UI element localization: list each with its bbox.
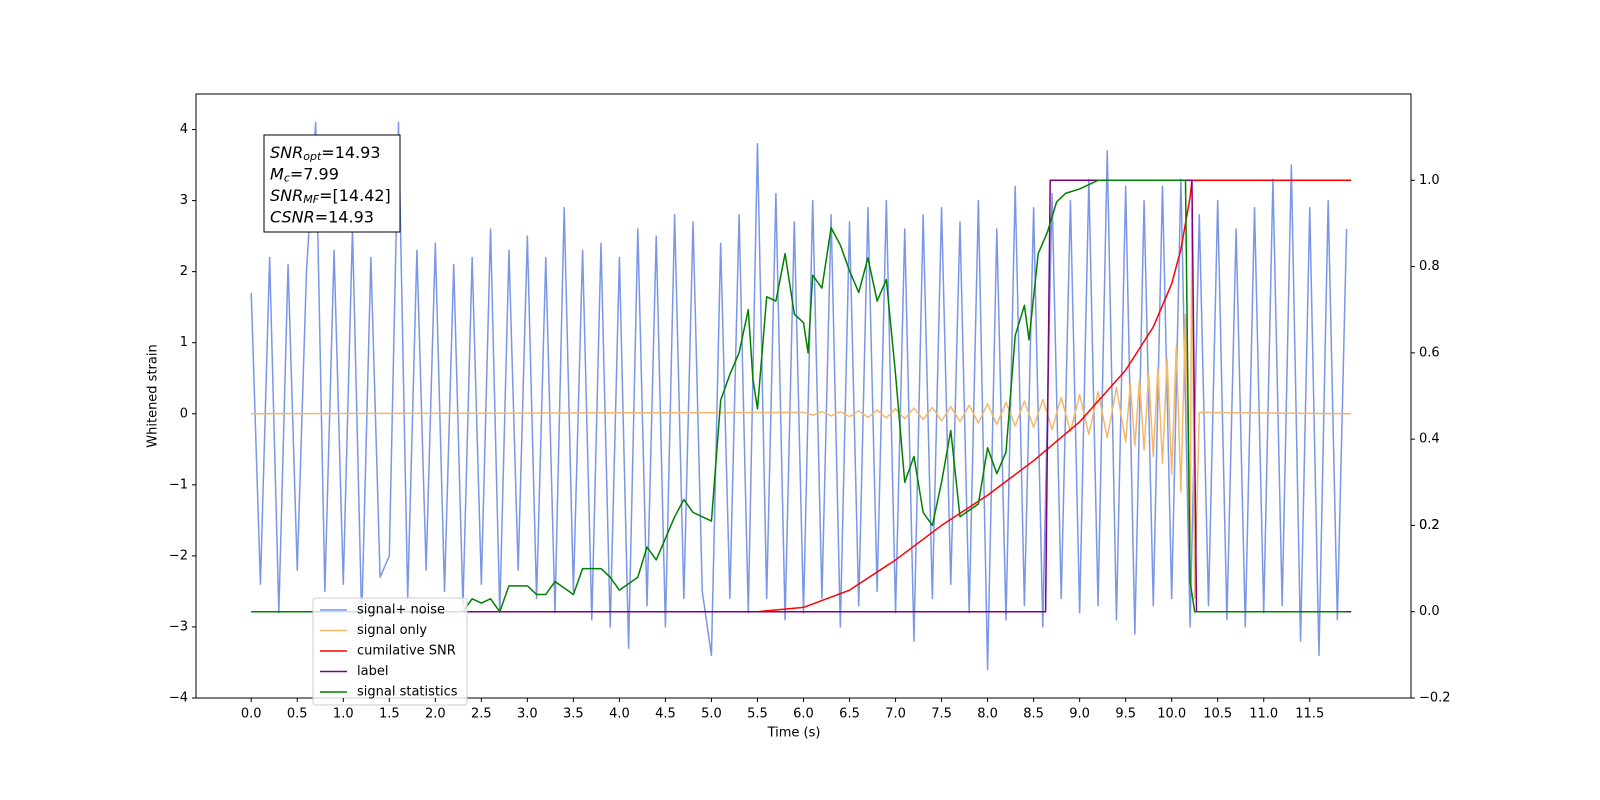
x-tick-label: 0.5	[287, 707, 308, 722]
y-tick-label: −3	[169, 619, 188, 634]
series-line	[251, 206, 1352, 600]
y2-tick-label: 0.4	[1419, 432, 1440, 447]
x-tick-label: 11.0	[1249, 707, 1278, 722]
y-tick-label: 4	[180, 122, 188, 137]
annotation-subscript: c	[284, 172, 290, 185]
x-tick-label: 10.5	[1203, 707, 1232, 722]
series-line	[250, 121, 1348, 671]
x-tick-label: 3.5	[563, 707, 584, 722]
y-tick-label: −4	[169, 691, 188, 706]
annotation-box	[263, 134, 401, 233]
x-tick-label: 4.5	[655, 707, 676, 722]
x-tick-label: 2.0	[425, 707, 446, 722]
x-tick-label: 9.5	[1115, 707, 1136, 722]
y-tick-label: 3	[180, 193, 188, 208]
x-tick-label: 11.5	[1295, 707, 1324, 722]
x-tick-label: 8.5	[1023, 707, 1044, 722]
legend-label: cumilative SNR	[357, 644, 456, 659]
legend	[312, 597, 468, 706]
annotation-line: Mc=7.99	[270, 164, 339, 185]
y-tick-label: 1	[180, 335, 188, 350]
legend-label: signal only	[357, 623, 427, 638]
y-tick-label: 0	[180, 406, 188, 421]
annotation-symbol: SNR	[270, 143, 303, 162]
x-tick-label: 1.0	[333, 707, 354, 722]
y2-tick-label: 0.8	[1419, 259, 1440, 274]
x-tick-label: 3.0	[517, 707, 538, 722]
x-axis-label: Time (s)	[767, 726, 821, 741]
annotation-symbol: CSNR	[270, 207, 315, 226]
x-tick-label: 5.5	[747, 707, 768, 722]
x-tick-label: 6.5	[839, 707, 860, 722]
x-tick-label: 1.5	[379, 707, 400, 722]
series-line	[251, 179, 1347, 613]
x-tick-label: 8.0	[977, 707, 998, 722]
annotation-symbol: M	[270, 164, 284, 183]
annotation-value: =14.93	[315, 207, 374, 226]
annotation-line: CSNR=14.93	[270, 207, 374, 226]
x-tick-label: 2.5	[471, 707, 492, 722]
x-tick-label: 5.0	[701, 707, 722, 722]
annotation-symbol: SNR	[270, 186, 303, 205]
x-tick-label: 7.0	[885, 707, 906, 722]
annotation-line: SNRopt=14.93	[270, 143, 381, 164]
y2-tick-label: 1.0	[1419, 173, 1440, 188]
annotation-subscript: opt	[303, 150, 322, 163]
annotation-value: =14.93	[321, 143, 380, 162]
x-tick-label: 10.0	[1157, 707, 1186, 722]
x-tick-label: 9.0	[1069, 707, 1090, 722]
y2-tick-label: 0.2	[1419, 518, 1440, 533]
y-tick-label: 2	[180, 264, 188, 279]
y2-tick-label: −0.2	[1419, 691, 1451, 706]
annotation-line: SNRMF=[14.42]	[270, 186, 391, 207]
legend-label: signal statistics	[357, 685, 458, 700]
x-tick-label: 0.0	[241, 707, 262, 722]
y2-tick-label: 0.0	[1419, 604, 1440, 619]
legend-label: label	[357, 664, 388, 679]
x-tick-label: 6.0	[793, 707, 814, 722]
legend-label: signal+ noise	[357, 603, 445, 618]
annotation-value: =7.99	[290, 164, 339, 183]
annotation-value: =[14.42]	[319, 186, 391, 205]
annotation-subscript: MF	[303, 193, 319, 206]
y-axis-label: Whitened strain	[146, 344, 161, 447]
y2-tick-label: 0.2	[1419, 518, 1440, 533]
y2-tick-label: 0.6	[1419, 345, 1440, 360]
y-tick-label: −1	[169, 477, 188, 492]
x-tick-label: 7.5	[931, 707, 952, 722]
x-tick-label: 4.0	[609, 707, 630, 722]
y-tick-label: −2	[169, 548, 188, 563]
plot-area	[250, 121, 1352, 671]
